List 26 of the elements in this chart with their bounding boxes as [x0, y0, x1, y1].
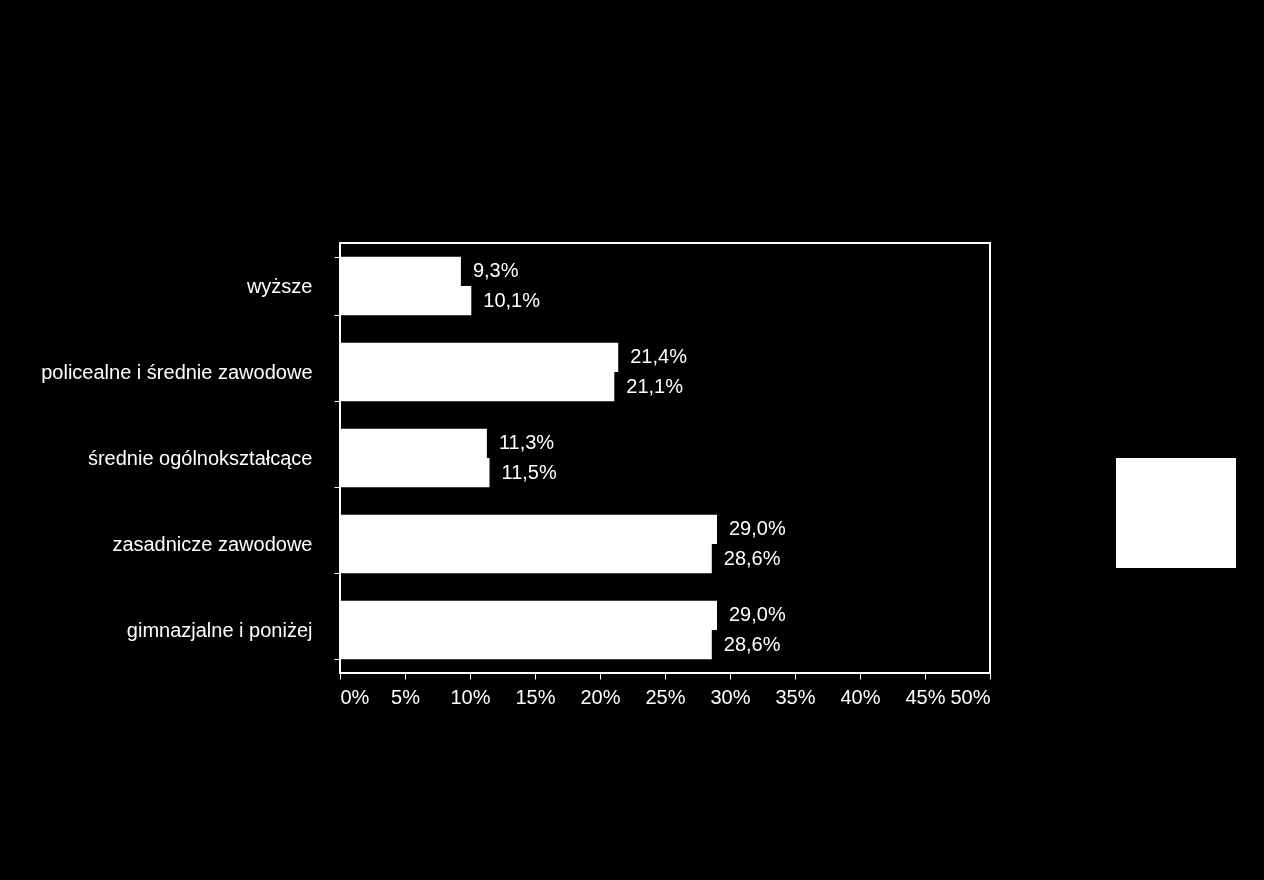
- x-tick-label: 45%: [905, 685, 946, 708]
- data-label: 21,4%: [630, 345, 688, 368]
- y-tick-label: policealne i średnie zawodowe: [41, 360, 313, 383]
- x-tick-label: 15%: [515, 685, 556, 708]
- y-tick-label: wyższe: [245, 274, 313, 297]
- y-tick-label: średnie ogólnokształcące: [87, 446, 313, 469]
- data-label: 11,5%: [501, 460, 557, 483]
- x-tick-label: 30%: [710, 685, 751, 708]
- x-tick-label: 40%: [840, 685, 881, 708]
- x-tick-label: 50%: [950, 685, 991, 708]
- data-label: 10,1%: [483, 288, 541, 311]
- y-tick-label: zasadnicze zawodowe: [112, 532, 313, 555]
- x-tick-label: 35%: [775, 685, 816, 708]
- data-label: 11,3%: [498, 431, 555, 454]
- data-label: 28,6%: [723, 546, 781, 569]
- x-tick-label: 20%: [580, 685, 621, 708]
- data-label: 21,1%: [626, 374, 684, 397]
- y-tick-label: gimnazjalne i poniżej: [126, 618, 313, 641]
- data-label: 9,3%: [472, 259, 519, 282]
- x-tick-label: 5%: [391, 685, 421, 708]
- data-label: 28,6%: [723, 632, 781, 655]
- x-tick-label: 25%: [645, 685, 686, 708]
- x-tick-label: 0%: [340, 685, 370, 708]
- data-label: 29,0%: [729, 517, 786, 540]
- x-tick-label: 10%: [450, 685, 491, 708]
- data-label: 29,0%: [729, 603, 786, 626]
